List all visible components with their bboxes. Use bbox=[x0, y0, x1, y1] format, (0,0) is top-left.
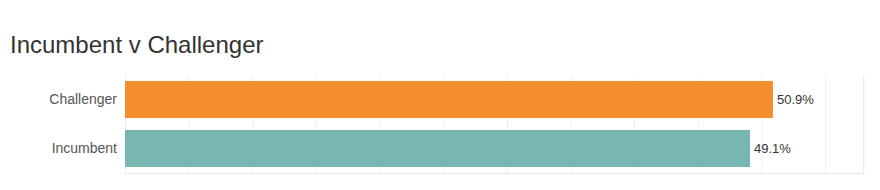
category-label: Challenger bbox=[49, 91, 117, 107]
y-tick: Challenger bbox=[49, 91, 125, 107]
data-label: 50.9% bbox=[777, 92, 814, 107]
chart: Incumbent v Challenger Challenger Incumben… bbox=[0, 0, 880, 190]
grid-line bbox=[825, 75, 826, 173]
bars bbox=[125, 81, 773, 167]
category-label: Incumbent bbox=[52, 140, 117, 156]
bar bbox=[125, 130, 750, 167]
x-tick bbox=[825, 75, 826, 173]
data-label: 49.1% bbox=[754, 141, 791, 156]
title: Incumbent v Challenger bbox=[10, 31, 263, 58]
x-axis-line bbox=[126, 75, 864, 174]
bar bbox=[125, 81, 773, 118]
x-axis bbox=[126, 75, 864, 174]
y-tick: Incumbent bbox=[52, 140, 125, 156]
y-axis: Challenger Incumbent bbox=[49, 91, 125, 156]
data-labels: 50.9% 49.1% bbox=[754, 92, 814, 156]
